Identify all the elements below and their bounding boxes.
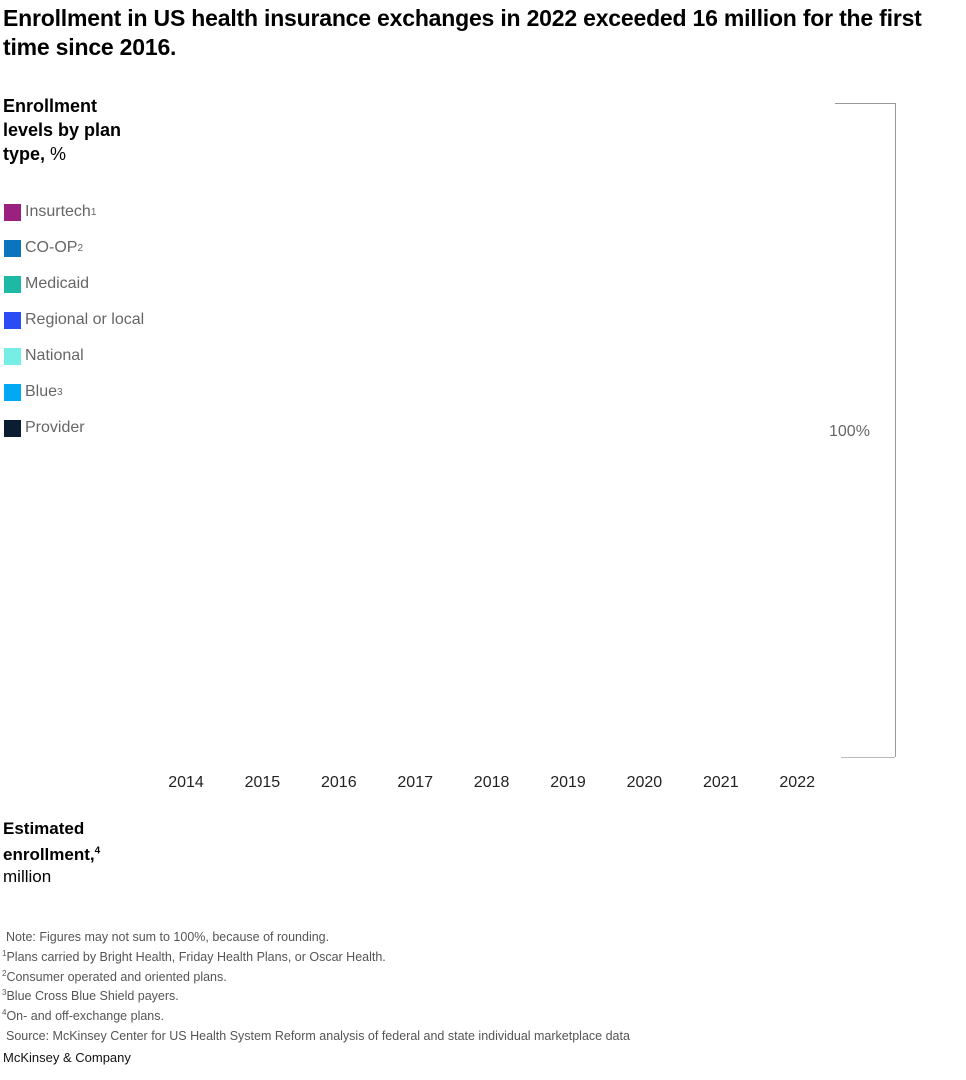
footnote-number: 4 xyxy=(2,1008,7,1017)
brand-logo-text: McKinsey & Company xyxy=(3,1050,131,1065)
bracket-vertical-line xyxy=(895,103,896,757)
x-tick-label: 2022 xyxy=(779,774,815,791)
legend-swatch xyxy=(4,383,21,401)
footnote-number: 1 xyxy=(2,948,7,958)
footnote-text: Blue Cross Blue Shield payers. xyxy=(6,989,179,1004)
legend-swatch xyxy=(4,311,21,329)
x-tick-label: 2017 xyxy=(397,774,433,791)
x-tick-label: 2016 xyxy=(321,774,357,791)
footnote-line: 1Plans carried by Bright Health, Friday … xyxy=(2,946,630,966)
bracket-bottom-line xyxy=(841,757,895,758)
legend-swatch xyxy=(4,419,21,437)
legend-item: Insurtech 1 xyxy=(4,203,96,221)
legend-label: Insurtech xyxy=(25,203,91,220)
legend-label: Regional or local xyxy=(25,311,145,328)
footnotes: Note: Figures may not sum to 100%, becau… xyxy=(2,926,630,1045)
legend-label: CO-OP xyxy=(25,239,78,256)
legend-label: Blue xyxy=(25,383,58,400)
footnote-text: Note: Figures may not sum to 100%, becau… xyxy=(6,930,330,945)
panel2-footnote-ref: 4 xyxy=(94,845,101,856)
footnote-text: Source: McKinsey Center for US Health Sy… xyxy=(6,1028,630,1043)
x-tick-label: 2021 xyxy=(703,774,739,791)
footnote-line: 2Consumer operated and oriented plans. xyxy=(2,966,630,986)
legend-label: National xyxy=(25,347,84,364)
legend-footnote-ref: 2 xyxy=(77,242,84,254)
legend-swatch xyxy=(4,275,21,293)
panel-heading-text: Enrollment levels by plan type, xyxy=(3,96,122,164)
x-tick-label: 2020 xyxy=(626,774,663,791)
legend-footnote-ref: 3 xyxy=(57,386,63,398)
legend-item: CO-OP 2 xyxy=(4,239,83,257)
footnote-number: 3 xyxy=(2,988,7,998)
panel-unit: % xyxy=(50,144,67,164)
legend-item: Blue 3 xyxy=(4,383,63,401)
x-tick-label: 2019 xyxy=(550,774,586,791)
footnote-text: On- and off-exchange plans. xyxy=(6,1009,164,1024)
x-tick-label: 2014 xyxy=(168,774,204,791)
footnote-number: 2 xyxy=(2,968,7,978)
footnote-line: 3Blue Cross Blue Shield payers. xyxy=(2,985,630,1005)
legend-item: Provider xyxy=(4,419,85,437)
chart-title: Enrollment in US health insurance exchan… xyxy=(3,5,922,60)
x-tick-label: 2015 xyxy=(244,774,281,791)
panel2-heading-text: Estimated enrollment, xyxy=(3,819,95,864)
panel-heading-enrollment: Estimated enrollment,4 million xyxy=(3,818,163,888)
legend-label: Provider xyxy=(25,419,85,436)
legend-swatch xyxy=(4,239,21,257)
footnote-line: 4On- and off-exchange plans. xyxy=(2,1005,630,1025)
legend-swatch xyxy=(4,347,21,365)
footnote-text: Plans carried by Bright Health, Friday H… xyxy=(6,949,386,964)
panel2-unit: million xyxy=(3,866,52,886)
panel-heading-plan-type: Enrollment levels by plan type, % xyxy=(3,94,143,166)
legend-label: Medicaid xyxy=(25,275,90,292)
bracket-top-line xyxy=(835,103,895,104)
legend-item: Regional or local xyxy=(4,311,144,329)
legend-item: Medicaid xyxy=(4,275,89,293)
footnote-line: Note: Figures may not sum to 100%, becau… xyxy=(2,926,630,946)
footnote-text: Consumer operated and oriented plans. xyxy=(6,969,227,984)
legend-item: National xyxy=(4,347,84,365)
total-percent-label: 100% xyxy=(829,423,870,440)
legend-swatch xyxy=(4,203,21,221)
x-tick-label: 2018 xyxy=(473,774,510,791)
footnote-line: Source: McKinsey Center for US Health Sy… xyxy=(2,1025,630,1045)
legend-footnote-ref: 1 xyxy=(90,206,97,218)
